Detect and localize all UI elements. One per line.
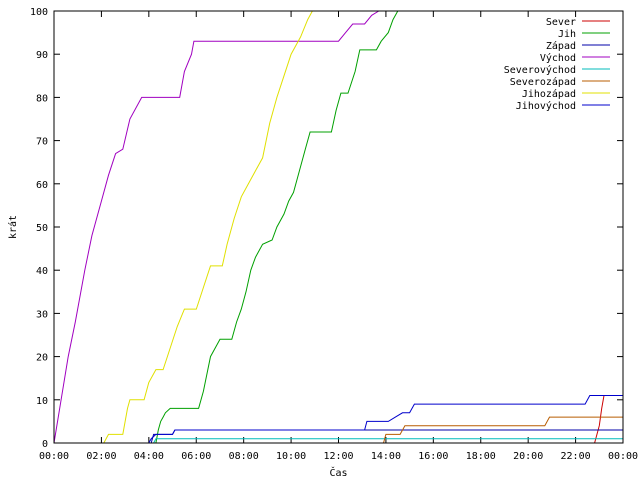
legend-label: Jihovýchod [516, 100, 576, 112]
series-line-1 [155, 10, 399, 444]
x-tick-label: 08:00 [229, 451, 259, 462]
y-tick-label: 90 [36, 50, 48, 61]
y-tick-label: 10 [36, 396, 48, 407]
y-tick-label: 0 [42, 439, 48, 450]
series-line-4 [153, 438, 623, 444]
legend-label: Jihozápad [522, 88, 576, 100]
x-tick-label: 12:00 [323, 451, 353, 462]
series-line-3 [53, 10, 380, 444]
legend-label: Severozápad [510, 76, 576, 88]
x-tick-label: 06:00 [181, 451, 211, 462]
legend-label: Východ [540, 52, 576, 64]
legend-label: Západ [546, 40, 576, 52]
y-axis-label: krát [7, 215, 19, 239]
x-tick-label: 20:00 [513, 451, 543, 462]
series-line-6 [103, 10, 313, 444]
legend-label: Severovýchod [504, 64, 576, 76]
y-tick-label: 80 [36, 93, 48, 104]
y-tick-label: 40 [36, 266, 48, 277]
y-tick-label: 50 [36, 223, 48, 234]
y-tick-label: 60 [36, 180, 48, 191]
legend-label: Jih [558, 29, 576, 40]
y-tick-label: 100 [30, 7, 48, 18]
x-tick-label: 16:00 [418, 451, 448, 462]
x-tick-label: 18:00 [466, 451, 496, 462]
legend-label: Sever [546, 17, 576, 28]
x-tick-label: 22:00 [561, 451, 591, 462]
x-tick-label: 00:00 [608, 451, 638, 462]
x-tick-label: 00:00 [39, 451, 69, 462]
legend: SeverJihZápadVýchodSeverovýchodSeverozáp… [504, 17, 610, 112]
axis-ticks: 0 10 20 30 40 50 60 70 80 90 100 00:00 02:00 04:00 06:… [30, 7, 638, 462]
x-tick-label: 02:00 [86, 451, 116, 462]
plot-frame [53, 10, 624, 444]
y-tick-label: 20 [36, 353, 48, 364]
series-lines [53, 10, 623, 444]
series-line-5 [383, 416, 623, 444]
x-axis-label: Čas [329, 466, 347, 479]
y-tick-label: 70 [36, 137, 48, 148]
x-tick-label: 04:00 [134, 451, 164, 462]
y-tick-label: 30 [36, 309, 48, 320]
x-tick-label: 14:00 [371, 451, 401, 462]
series-line-7 [148, 395, 623, 444]
x-tick-label: 10:00 [276, 451, 306, 462]
